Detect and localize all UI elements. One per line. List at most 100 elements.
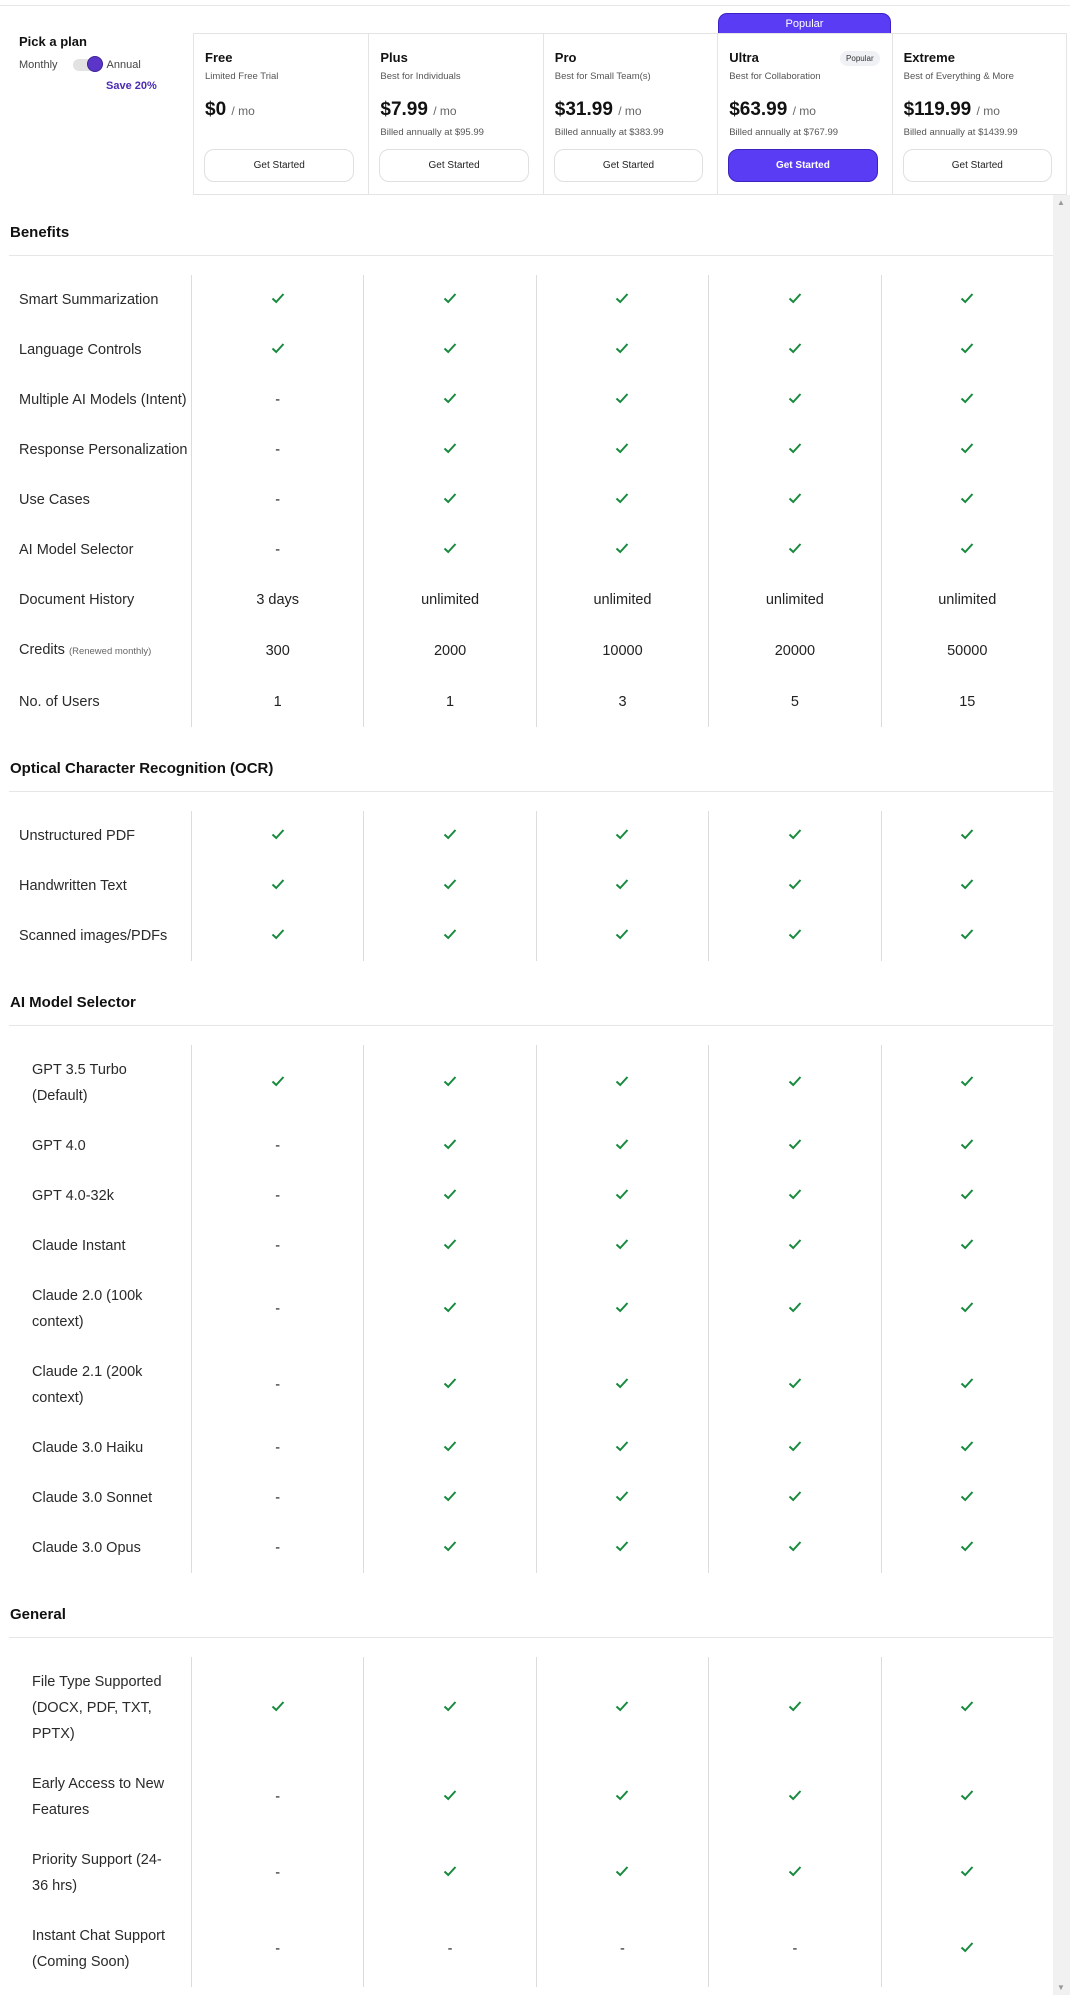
price-amount: $0 (205, 99, 227, 120)
cell-pro (535, 1759, 708, 1835)
feature-name: Priority Support (24-36 hrs) (32, 1852, 162, 1894)
feature-label: Claude 3.0 Haiku (0, 1423, 191, 1473)
table-row: Instant Chat Support (Coming Soon) - - - - (0, 1911, 1053, 1987)
cell-value: 300 (265, 643, 290, 659)
cell-value: 2000 (433, 643, 467, 659)
not-included-dash: - (275, 442, 281, 458)
billing-toggle[interactable] (72, 56, 103, 72)
billed-annually (205, 127, 357, 139)
cell-ultra (708, 1121, 880, 1171)
feature-name: Instant Chat Support (Coming Soon) (32, 1928, 165, 1970)
cell-free: - (191, 1423, 363, 1473)
cell-pro (535, 1423, 708, 1473)
check-icon (443, 828, 457, 844)
top-divider (0, 5, 1070, 6)
cell-pro (535, 1121, 708, 1171)
table-row: Claude 3.0 Opus - (0, 1523, 1053, 1573)
feature-label: Instant Chat Support (Coming Soon) (0, 1911, 191, 1987)
table-row: Claude 3.0 Sonnet - (0, 1473, 1053, 1523)
get-started-button[interactable]: Get Started (902, 149, 1053, 182)
get-started-button[interactable]: Get Started (204, 149, 355, 182)
cell-plus (363, 425, 535, 475)
cell-plus (363, 325, 535, 375)
table-row: Credits (Renewed monthly) 300 2000 10000 2000… (0, 625, 1053, 677)
get-started-button[interactable]: Get Started (553, 149, 704, 182)
picker-title: Pick a plan (19, 34, 87, 49)
cell-extreme (880, 1911, 1053, 1987)
cell-ultra: 5 (708, 677, 880, 727)
check-icon (788, 1700, 802, 1716)
cell-pro (535, 1271, 708, 1347)
annual-label[interactable]: Annual (106, 59, 141, 71)
cell-extreme (880, 275, 1053, 325)
check-icon (960, 392, 974, 408)
get-started-button[interactable]: Get Started (728, 149, 878, 182)
cell-extreme (880, 1045, 1053, 1121)
check-icon (960, 1377, 974, 1393)
cell-free: - (191, 1911, 363, 1987)
check-icon (615, 1490, 629, 1506)
feature-name: GPT 3.5 Turbo (Default) (32, 1062, 127, 1104)
cell-extreme (880, 1347, 1053, 1423)
feature-name: Handwritten Text (19, 878, 127, 894)
cell-plus (363, 1271, 535, 1347)
cell-free (191, 861, 363, 911)
not-included-dash: - (275, 1540, 281, 1556)
cell-value: unlimited (421, 592, 480, 608)
section-header: AI Model Selector (9, 961, 1053, 1026)
cell-ultra (708, 1347, 880, 1423)
price-period: / mo (618, 104, 642, 118)
scroll-up-icon[interactable]: ▲ (1057, 198, 1065, 207)
cell-plus (363, 525, 535, 575)
cell-ultra (708, 1523, 880, 1573)
table-row: Document History 3 days unlimited unlimited… (0, 575, 1053, 625)
section-optical-character-recognition-ocr: Optical Character Recognition (OCR) Unstr… (0, 727, 1053, 961)
cell-extreme (880, 911, 1053, 961)
scroll-down-icon[interactable]: ▼ (1057, 1983, 1065, 1992)
check-icon (443, 392, 457, 408)
feature-label: Claude 3.0 Sonnet (0, 1473, 191, 1523)
cell-pro (535, 1523, 708, 1573)
cell-pro (535, 375, 708, 425)
table-row: Scanned images/PDFs (0, 911, 1053, 961)
table-row: Response Personalization - (0, 425, 1053, 475)
cell-plus: - (363, 1911, 535, 1987)
check-icon (615, 1440, 629, 1456)
not-included-dash: - (275, 1865, 281, 1881)
cell-ultra: 20000 (708, 625, 880, 677)
feature-name: Claude 3.0 Sonnet (32, 1490, 153, 1506)
table-row: Priority Support (24-36 hrs) - (0, 1835, 1053, 1911)
cell-value: unlimited (593, 592, 652, 608)
monthly-label[interactable]: Monthly (19, 59, 58, 71)
check-icon (788, 828, 802, 844)
cell-pro (535, 1347, 708, 1423)
cell-plus (363, 275, 535, 325)
feature-name: No. of Users (19, 694, 100, 710)
check-icon (443, 1865, 457, 1881)
cell-value: unlimited (938, 592, 997, 608)
cell-free (191, 911, 363, 961)
check-icon (960, 542, 974, 558)
check-icon (788, 342, 802, 358)
toggle-knob[interactable] (86, 56, 103, 72)
cell-free: - (191, 425, 363, 475)
billed-annually: Billed annually at $767.99 (729, 127, 839, 138)
check-icon (960, 1188, 974, 1204)
cell-ultra (708, 1657, 880, 1759)
check-icon (615, 1138, 629, 1154)
cell-ultra (708, 1423, 880, 1473)
scrollbar[interactable]: ▲ ▼ (1053, 195, 1070, 1995)
check-icon (443, 1301, 457, 1317)
feature-label: Early Access to New Features (0, 1759, 191, 1835)
check-icon (615, 1238, 629, 1254)
feature-label: Language Controls (0, 325, 191, 375)
get-started-button[interactable]: Get Started (379, 149, 529, 182)
check-icon (615, 492, 629, 508)
cell-extreme (880, 1657, 1053, 1759)
cell-plus: 2000 (363, 625, 535, 677)
table-row: File Type Supported (DOCX, PDF, TXT, PPT… (0, 1657, 1053, 1759)
price-amount: $119.99 (903, 99, 972, 120)
check-icon (960, 828, 974, 844)
cell-value: 1 (273, 694, 282, 710)
cell-extreme (880, 325, 1053, 375)
